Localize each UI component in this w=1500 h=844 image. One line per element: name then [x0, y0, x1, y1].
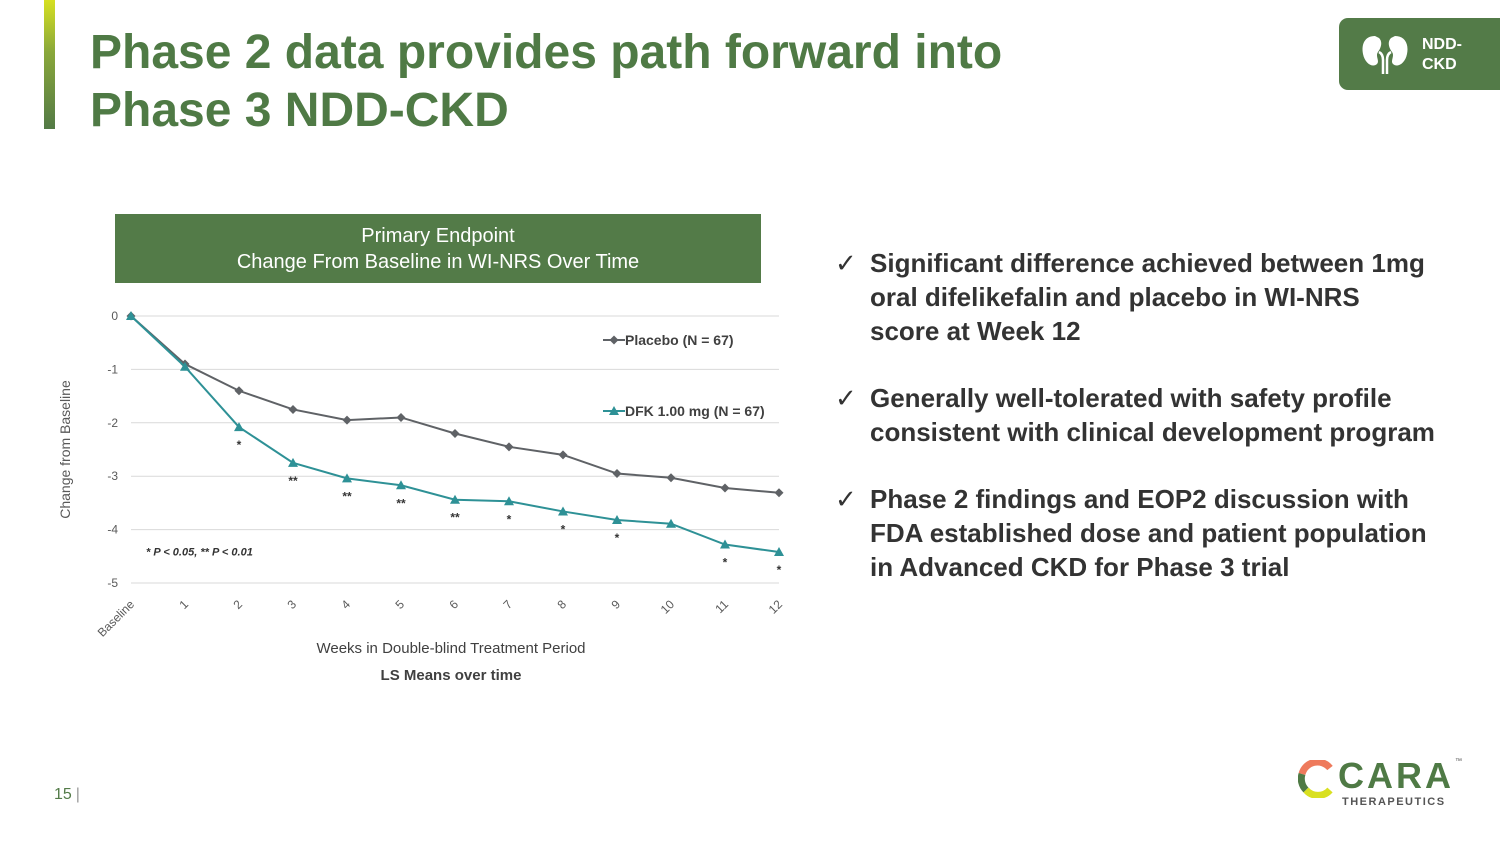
x-tick-label: 1 — [176, 597, 191, 612]
significance-marker: * — [615, 531, 620, 545]
x-tick-label: 10 — [658, 597, 678, 617]
logo-name: CARA — [1338, 755, 1454, 796]
placebo-data-point — [720, 483, 730, 493]
dfk-data-point — [504, 496, 514, 506]
dfk-data-point — [720, 539, 730, 549]
dfk-data-point — [558, 506, 568, 516]
x-tick-label: 2 — [230, 597, 245, 612]
placebo-data-point — [342, 415, 352, 425]
dfk-data-point — [612, 514, 622, 524]
x-tick-label: 9 — [608, 597, 623, 612]
dfk-data-point — [288, 457, 298, 467]
title-line-1: Phase 2 data provides path forward into — [90, 26, 1003, 79]
significance-marker: * — [561, 522, 566, 536]
ndd-ckd-badge: NDD- CKD — [1339, 18, 1500, 90]
dfk-data-point — [666, 518, 676, 528]
significance-marker: ** — [342, 489, 352, 503]
bullet-text: Phase 2 findings and EOP2 discussion wit… — [870, 484, 1427, 582]
significance-marker: * — [507, 512, 512, 526]
x-tick-label: Baseline — [95, 597, 138, 640]
x-tick-label: 12 — [766, 597, 786, 617]
significance-marker: ** — [288, 474, 298, 488]
bullet-item: ✓ Phase 2 findings and EOP2 discussion wi… — [835, 482, 1435, 584]
dfk-data-point — [126, 311, 136, 320]
dfk-data-point — [234, 422, 244, 432]
dfk-data-point — [396, 480, 406, 490]
chart-header: Primary Endpoint Change From Baseline in… — [115, 214, 761, 283]
cara-logo-mark-icon — [1298, 760, 1333, 798]
legend-triangle-icon — [609, 406, 619, 415]
chart-header-line-2: Change From Baseline in WI-NRS Over Time — [236, 251, 640, 273]
title-line-2: Phase 3 NDD-CKD — [90, 84, 509, 137]
page-number: 15 | — [54, 786, 80, 803]
logo-trademark: ™ — [1455, 758, 1462, 765]
significance-marker: * — [777, 563, 782, 577]
legend-diamond-icon — [609, 335, 619, 345]
badge-line-2: CKD — [1422, 56, 1457, 73]
x-axis-label: Weeks in Double-blind Treatment Period — [316, 640, 585, 657]
x-tick-label: 11 — [712, 597, 731, 616]
page-title: Phase 2 data provides path forward into … — [90, 24, 1002, 140]
dfk-data-point — [450, 494, 460, 504]
bullet-item: ✓ Significant difference achieved between… — [835, 246, 1435, 348]
legend-label: DFK 1.00 mg (N = 67) — [625, 403, 765, 419]
y-tick-label: -2 — [107, 416, 118, 430]
x-tick-label: 6 — [446, 597, 461, 612]
significance-footnote: * P < 0.05, ** P < 0.01 — [146, 547, 253, 559]
accent-bar — [44, 0, 55, 129]
y-tick-label: -1 — [107, 362, 118, 376]
y-axis-label: Change from Baseline — [57, 380, 73, 519]
significance-marker: ** — [396, 496, 406, 510]
bullet-item: ✓ Generally well-tolerated with safety pr… — [835, 381, 1435, 449]
placebo-data-point — [774, 488, 784, 498]
placebo-data-point — [450, 428, 460, 438]
kidneys-icon — [1362, 36, 1408, 74]
chart-title: LS Means over time — [381, 667, 522, 684]
y-tick-label: 0 — [111, 309, 118, 323]
page-number-value: 15 — [54, 786, 72, 803]
placebo-data-point — [288, 404, 298, 414]
placebo-data-point — [558, 450, 568, 460]
bullet-text: Generally well-tolerated with safety pro… — [870, 383, 1435, 447]
check-icon: ✓ — [835, 383, 857, 413]
bullet-text: Significant difference achieved between … — [870, 248, 1425, 346]
placebo-data-point — [396, 412, 406, 422]
check-icon: ✓ — [835, 484, 857, 514]
y-tick-label: -5 — [107, 576, 118, 590]
x-tick-label: 3 — [284, 597, 299, 612]
y-tick-label: -3 — [107, 469, 118, 483]
badge-line-1: NDD- — [1422, 36, 1462, 53]
y-tick-label: -4 — [107, 523, 118, 537]
logo-wordmark: CARA ™ — [1338, 758, 1462, 794]
placebo-data-point — [612, 469, 622, 479]
dfk-data-point — [180, 361, 190, 371]
placebo-data-point — [504, 442, 514, 452]
chart-header-line-1: Primary Endpoint — [361, 225, 515, 247]
logo-subtitle: THERAPEUTICS — [1342, 796, 1446, 808]
legend-label: Placebo (N = 67) — [625, 332, 734, 348]
check-icon: ✓ — [835, 248, 857, 278]
x-tick-label: 5 — [392, 597, 407, 612]
placebo-data-point — [234, 386, 244, 396]
placebo-data-point — [666, 473, 676, 483]
significance-marker: ** — [450, 511, 460, 525]
dfk-data-point — [774, 547, 784, 557]
x-tick-label: 4 — [338, 597, 353, 612]
significance-marker: * — [237, 438, 242, 452]
dfk-data-point — [342, 473, 352, 483]
key-points-list: ✓ Significant difference achieved between… — [835, 246, 1435, 617]
x-tick-label: 8 — [554, 597, 569, 612]
significance-marker: * — [723, 556, 728, 570]
x-tick-label: 7 — [500, 597, 515, 612]
